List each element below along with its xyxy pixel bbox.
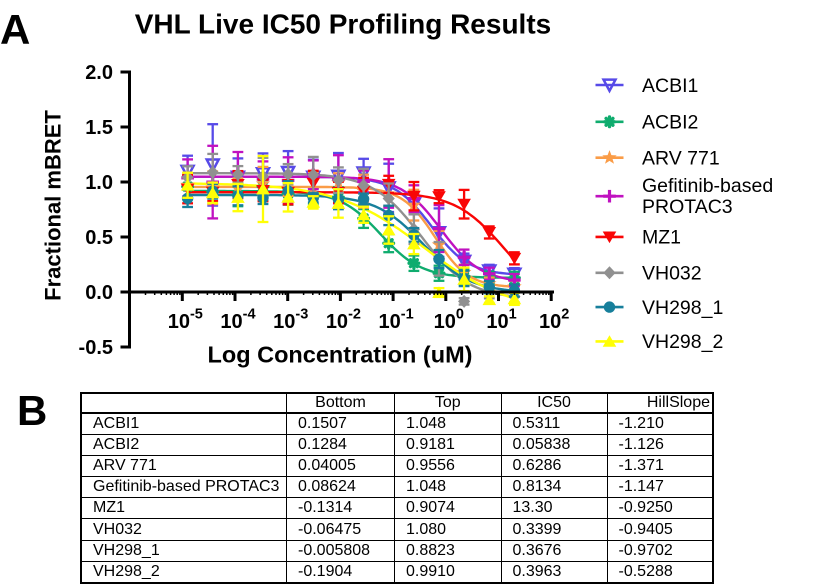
svg-text:ARV 771: ARV 771 bbox=[642, 148, 720, 170]
svg-text:10-3: 10-3 bbox=[273, 307, 308, 334]
svg-text:-0.5: -0.5 bbox=[79, 337, 113, 359]
svg-text:Gefitinib-based: Gefitinib-based bbox=[642, 175, 773, 197]
svg-text:VH298_1: VH298_1 bbox=[642, 297, 723, 319]
svg-text:10-1: 10-1 bbox=[379, 307, 414, 334]
svg-text:101: 101 bbox=[486, 307, 516, 334]
svg-text:VHL Live IC50 Profiling Result: VHL Live IC50 Profiling Results bbox=[135, 9, 551, 40]
svg-text:1.0: 1.0 bbox=[85, 172, 113, 194]
svg-text:10-5: 10-5 bbox=[168, 307, 203, 334]
svg-text:Log Concentration (uM): Log Concentration (uM) bbox=[208, 342, 473, 368]
svg-text:0.5: 0.5 bbox=[85, 227, 113, 249]
svg-text:100: 100 bbox=[434, 307, 464, 334]
svg-text:Fractional mBRET: Fractional mBRET bbox=[41, 110, 66, 301]
svg-text:PROTAC3: PROTAC3 bbox=[642, 196, 733, 218]
svg-text:MZ1: MZ1 bbox=[642, 227, 681, 249]
svg-text:2.0: 2.0 bbox=[85, 62, 113, 84]
svg-text:10-4: 10-4 bbox=[220, 307, 255, 334]
svg-text:ACBI1: ACBI1 bbox=[642, 75, 698, 97]
svg-text:VH032: VH032 bbox=[642, 263, 702, 285]
svg-text:0.0: 0.0 bbox=[85, 282, 113, 304]
svg-text:ACBI2: ACBI2 bbox=[642, 112, 698, 134]
svg-text:10-2: 10-2 bbox=[326, 307, 361, 334]
svg-text:1.5: 1.5 bbox=[85, 117, 113, 139]
svg-text:VH298_2: VH298_2 bbox=[642, 331, 723, 353]
svg-text:102: 102 bbox=[539, 307, 569, 334]
